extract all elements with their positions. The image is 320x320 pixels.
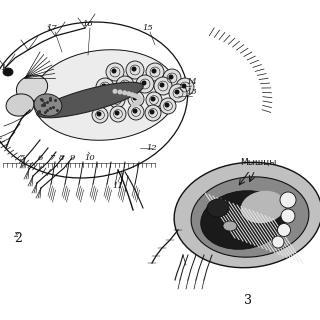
Circle shape xyxy=(117,90,123,94)
Circle shape xyxy=(280,192,296,208)
Ellipse shape xyxy=(174,162,320,268)
Ellipse shape xyxy=(191,177,309,257)
Circle shape xyxy=(159,83,164,87)
Ellipse shape xyxy=(207,199,229,217)
Circle shape xyxy=(96,78,114,96)
Circle shape xyxy=(101,84,107,89)
Circle shape xyxy=(94,99,100,103)
Text: 7: 7 xyxy=(50,154,56,162)
Circle shape xyxy=(133,101,139,107)
Text: 6: 6 xyxy=(37,154,43,162)
Circle shape xyxy=(130,92,135,97)
Circle shape xyxy=(149,109,155,115)
Ellipse shape xyxy=(6,94,34,116)
Circle shape xyxy=(128,104,144,120)
Circle shape xyxy=(164,102,170,108)
Circle shape xyxy=(277,223,291,236)
Circle shape xyxy=(132,67,137,71)
Text: 12: 12 xyxy=(147,144,157,152)
Circle shape xyxy=(122,90,127,95)
Circle shape xyxy=(146,63,164,81)
Text: 2: 2 xyxy=(14,231,22,244)
Circle shape xyxy=(106,63,124,81)
Ellipse shape xyxy=(3,68,13,76)
Circle shape xyxy=(126,91,131,96)
Text: 10: 10 xyxy=(84,154,95,162)
Text: 14: 14 xyxy=(187,78,197,86)
Circle shape xyxy=(97,111,101,116)
Circle shape xyxy=(114,97,118,101)
Text: 16: 16 xyxy=(83,20,93,28)
Circle shape xyxy=(90,94,106,110)
Circle shape xyxy=(272,236,284,248)
Text: 1: 1 xyxy=(0,64,6,72)
Circle shape xyxy=(131,102,136,108)
Circle shape xyxy=(174,90,180,94)
Circle shape xyxy=(137,99,142,104)
Circle shape xyxy=(92,107,108,123)
Circle shape xyxy=(136,100,140,105)
Circle shape xyxy=(146,92,162,108)
Circle shape xyxy=(116,76,134,94)
Circle shape xyxy=(169,75,173,79)
Circle shape xyxy=(151,68,156,74)
Text: Мышцы: Мышцы xyxy=(240,157,276,166)
Ellipse shape xyxy=(34,94,62,116)
Circle shape xyxy=(111,68,116,74)
Circle shape xyxy=(145,105,161,121)
Ellipse shape xyxy=(37,82,143,118)
Circle shape xyxy=(136,75,154,93)
Circle shape xyxy=(141,81,147,85)
Text: 11: 11 xyxy=(113,182,124,190)
Circle shape xyxy=(113,89,117,94)
Circle shape xyxy=(122,82,126,86)
Ellipse shape xyxy=(16,75,48,101)
Ellipse shape xyxy=(223,221,237,231)
Text: 3: 3 xyxy=(244,293,252,307)
Text: 13: 13 xyxy=(187,88,197,96)
Circle shape xyxy=(132,108,138,114)
Circle shape xyxy=(128,91,144,107)
Circle shape xyxy=(135,94,140,99)
Text: 8: 8 xyxy=(59,154,65,162)
Ellipse shape xyxy=(201,191,285,249)
Ellipse shape xyxy=(33,50,177,140)
Circle shape xyxy=(163,69,181,87)
Circle shape xyxy=(115,110,119,116)
Circle shape xyxy=(132,95,138,100)
Circle shape xyxy=(133,93,138,98)
Circle shape xyxy=(154,77,172,95)
Circle shape xyxy=(181,84,187,89)
Circle shape xyxy=(160,98,176,114)
Circle shape xyxy=(150,97,156,101)
Circle shape xyxy=(169,84,187,102)
Circle shape xyxy=(137,95,141,100)
Circle shape xyxy=(109,92,125,108)
Text: 17: 17 xyxy=(47,24,57,32)
Circle shape xyxy=(137,97,142,102)
Circle shape xyxy=(176,78,194,96)
Text: 15: 15 xyxy=(143,24,153,32)
Text: 9: 9 xyxy=(69,154,75,162)
Circle shape xyxy=(138,98,142,103)
Ellipse shape xyxy=(241,191,285,223)
Circle shape xyxy=(281,209,295,223)
Text: 2: 2 xyxy=(13,231,19,239)
Circle shape xyxy=(110,106,126,122)
Circle shape xyxy=(126,61,144,79)
Text: 5: 5 xyxy=(19,154,25,162)
